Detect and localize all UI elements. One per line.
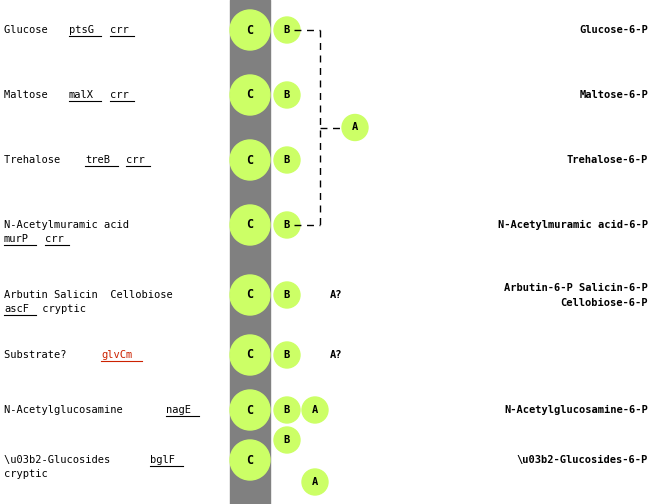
Text: bglF: bglF <box>150 455 175 465</box>
Circle shape <box>230 440 270 480</box>
Circle shape <box>274 282 300 308</box>
Circle shape <box>230 205 270 245</box>
Text: B: B <box>284 290 290 300</box>
Text: B: B <box>284 435 290 445</box>
Circle shape <box>230 140 270 180</box>
Text: ptsG: ptsG <box>69 25 94 35</box>
Circle shape <box>274 342 300 368</box>
Text: C: C <box>246 454 254 467</box>
Text: Arbutin Salicin  Cellobiose: Arbutin Salicin Cellobiose <box>4 290 173 300</box>
Circle shape <box>274 212 300 238</box>
Text: Glucose-6-P: Glucose-6-P <box>579 25 648 35</box>
Text: Arbutin-6-P Salicin-6-P: Arbutin-6-P Salicin-6-P <box>504 283 648 293</box>
Circle shape <box>302 469 328 495</box>
Text: Substrate?: Substrate? <box>4 350 79 360</box>
Text: Maltose-6-P: Maltose-6-P <box>579 90 648 100</box>
Text: crr: crr <box>110 90 128 100</box>
Text: crr: crr <box>44 234 63 244</box>
Circle shape <box>274 17 300 43</box>
Text: Glucose: Glucose <box>4 25 54 35</box>
Text: B: B <box>284 90 290 100</box>
Text: \u03b2-Glucosides: \u03b2-Glucosides <box>4 455 117 465</box>
Text: \u03b2-Glucosides-6-P: \u03b2-Glucosides-6-P <box>517 455 648 465</box>
Text: N-Acetylmuramic acid: N-Acetylmuramic acid <box>4 220 129 230</box>
Circle shape <box>230 275 270 315</box>
Text: cryptic: cryptic <box>37 304 87 314</box>
Text: crr: crr <box>126 155 145 165</box>
Text: A: A <box>312 405 318 415</box>
Circle shape <box>274 427 300 453</box>
Circle shape <box>302 397 328 423</box>
Text: C: C <box>246 404 254 416</box>
Circle shape <box>230 390 270 430</box>
Text: Cellobiose-6-P: Cellobiose-6-P <box>561 298 648 308</box>
Text: Maltose: Maltose <box>4 90 54 100</box>
Text: murP: murP <box>4 234 29 244</box>
Text: crr: crr <box>110 25 128 35</box>
Text: C: C <box>246 348 254 361</box>
Text: treB: treB <box>85 155 110 165</box>
Text: ascF: ascF <box>4 304 29 314</box>
Text: B: B <box>284 25 290 35</box>
Circle shape <box>274 397 300 423</box>
Text: C: C <box>246 89 254 101</box>
Text: A: A <box>312 477 318 487</box>
Circle shape <box>230 335 270 375</box>
Circle shape <box>230 75 270 115</box>
Text: B: B <box>284 350 290 360</box>
Text: cryptic: cryptic <box>4 469 48 479</box>
Text: glvCm: glvCm <box>102 350 132 360</box>
Text: A: A <box>352 122 358 133</box>
Text: Trehalose: Trehalose <box>4 155 67 165</box>
Circle shape <box>342 114 368 141</box>
Text: C: C <box>246 154 254 166</box>
Text: A?: A? <box>330 290 342 300</box>
Text: B: B <box>284 220 290 230</box>
Circle shape <box>274 82 300 108</box>
Text: malX: malX <box>69 90 94 100</box>
Text: nagE: nagE <box>166 405 191 415</box>
Circle shape <box>274 147 300 173</box>
Text: C: C <box>246 288 254 301</box>
Text: B: B <box>284 155 290 165</box>
Text: N-Acetylmuramic acid-6-P: N-Acetylmuramic acid-6-P <box>498 220 648 230</box>
Circle shape <box>230 10 270 50</box>
Text: B: B <box>284 405 290 415</box>
Text: A?: A? <box>330 350 342 360</box>
Text: Trehalose-6-P: Trehalose-6-P <box>567 155 648 165</box>
Text: C: C <box>246 219 254 231</box>
Text: N-Acetylglucosamine: N-Acetylglucosamine <box>4 405 129 415</box>
Text: N-Acetylglucosamine-6-P: N-Acetylglucosamine-6-P <box>504 405 648 415</box>
Text: C: C <box>246 24 254 36</box>
